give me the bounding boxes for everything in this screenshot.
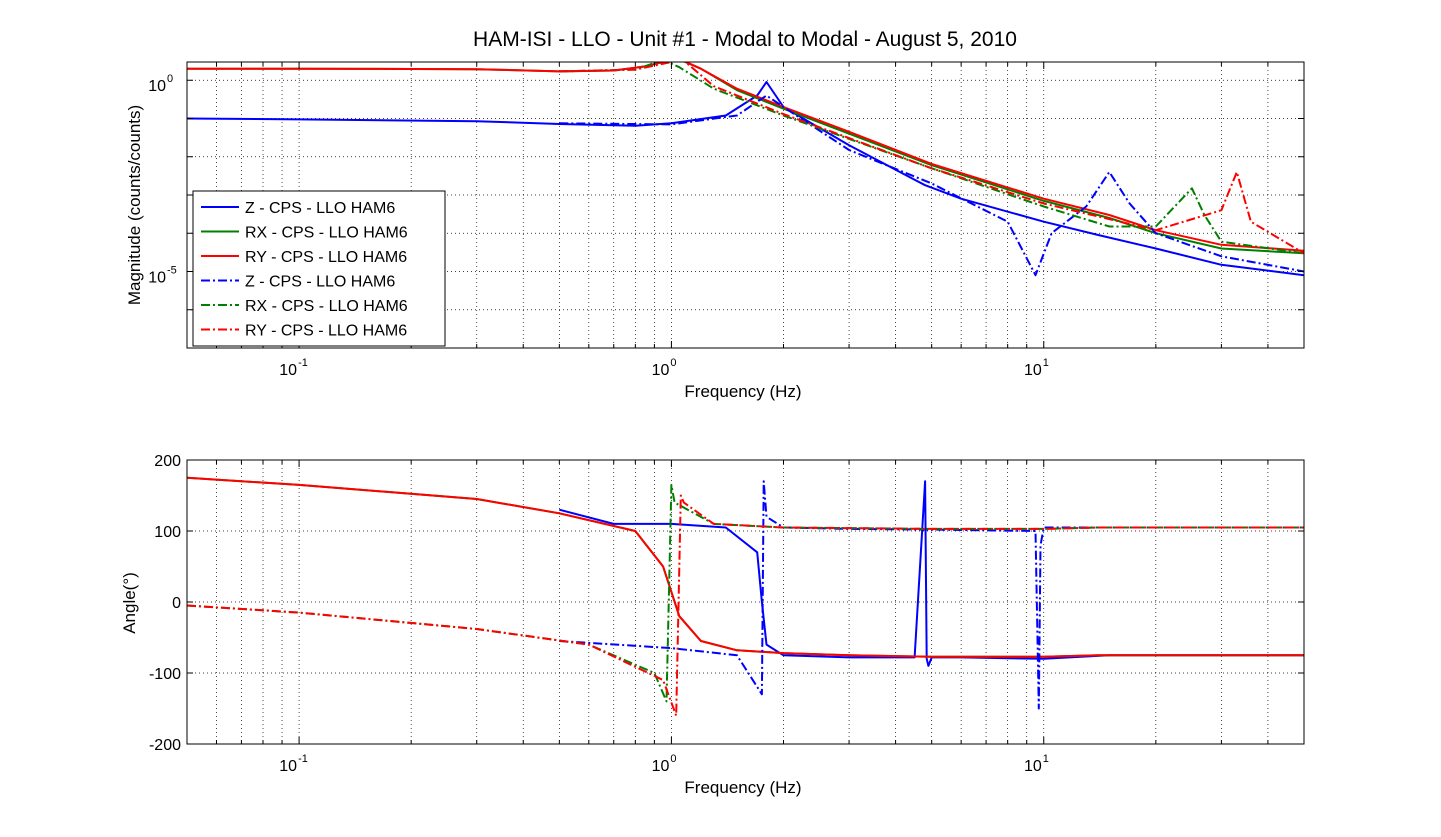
x-tick-label: 10 <box>279 362 297 379</box>
magnitude-plot: 10 -1 10 0 10 110 010 -5 Frequency (Hz) Magnitu… <box>125 61 1305 401</box>
series-line-z-dashdot <box>559 94 1304 277</box>
y-tick-exponent: -5 <box>167 264 177 276</box>
phase-series <box>187 476 1304 717</box>
magnitude-series <box>187 62 1304 277</box>
x-tick-exponent: 0 <box>670 357 676 369</box>
x-tick-label: 10 <box>279 758 297 775</box>
x-tick-label: 10 <box>652 362 670 379</box>
legend-label: RX - CPS - LLO HAM6 <box>245 225 408 242</box>
phase-grid <box>187 459 1304 745</box>
x-tick-exponent: -1 <box>298 357 308 369</box>
legend-label: RY - CPS - LLO HAM6 <box>245 249 407 266</box>
series-line-ry-dashdot <box>559 62 1304 255</box>
series-line-rx-dashdot <box>559 62 1304 255</box>
magnitude-axes-frame <box>186 61 1305 349</box>
legend-box <box>192 190 446 347</box>
figure-title: HAM-ISI - LLO - Unit #1 - Modal to Modal… <box>473 28 1017 51</box>
x-tick-label: 10 <box>652 758 670 775</box>
x-tick-exponent: 1 <box>1043 357 1049 369</box>
series-line-ry-solid <box>187 476 1304 658</box>
magnitude-ylabel: Magnitude (counts/counts) <box>125 105 144 305</box>
y-tick-label: -100 <box>149 666 181 683</box>
y-tick-label: 200 <box>154 453 181 470</box>
x-tick-label: 10 <box>1024 758 1042 775</box>
magnitude-xlabel: Frequency (Hz) <box>684 382 801 401</box>
phase-ylabel: Angle(°) <box>120 572 139 634</box>
x-tick-exponent: 1 <box>1043 753 1049 765</box>
legend-label: RX - CPS - LLO HAM6 <box>245 298 408 315</box>
y-tick-label: -200 <box>149 737 181 754</box>
y-tick-exponent: 0 <box>167 73 173 85</box>
series-line-ry-dashdot <box>187 494 1304 717</box>
y-tick-label: 10 <box>148 269 166 286</box>
phase-xlabel: Frequency (Hz) <box>684 778 801 797</box>
y-tick-label: 100 <box>154 524 181 541</box>
x-tick-label: 10 <box>1024 362 1042 379</box>
series-line-z-dashdot <box>559 480 1304 710</box>
x-tick-exponent: -1 <box>298 753 308 765</box>
legend-label: Z - CPS - LLO HAM6 <box>245 200 395 217</box>
y-tick-label: 0 <box>172 595 181 612</box>
series-line-ry-solid <box>187 62 1304 252</box>
legend-label: Z - CPS - LLO HAM6 <box>245 274 395 291</box>
y-tick-label: 10 <box>148 78 166 95</box>
x-tick-exponent: 0 <box>670 753 676 765</box>
magnitude-legend: Z - CPS - LLO HAM6 RX - CPS - LLO HAM6 RY … <box>192 190 446 347</box>
legend-label: RY - CPS - LLO HAM6 <box>245 323 407 340</box>
